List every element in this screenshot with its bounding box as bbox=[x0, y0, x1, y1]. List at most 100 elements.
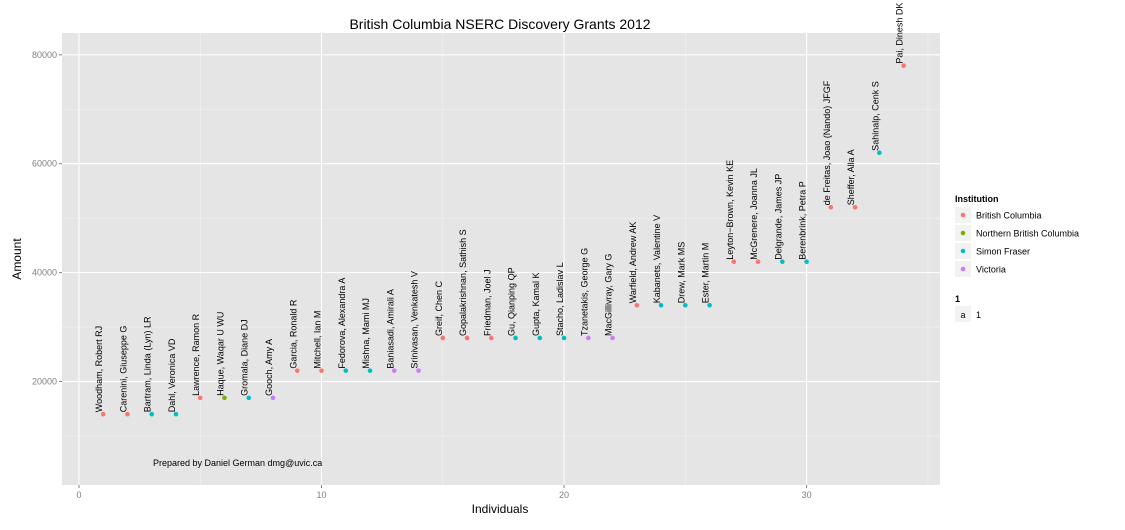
point-label: Tzanetakis, George G bbox=[579, 248, 589, 336]
chart-title: British Columbia NSERC Discovery Grants … bbox=[349, 16, 650, 32]
point-label: Greif, Chen C bbox=[434, 280, 444, 336]
point-label: Srinivasan, Venkatesh V bbox=[410, 271, 420, 369]
x-tick-label: 0 bbox=[76, 490, 81, 500]
y-axis-label: Amount bbox=[10, 238, 24, 280]
point-label: Woodham, Robert RJ bbox=[94, 326, 104, 412]
data-point bbox=[610, 335, 615, 341]
legend-size-key: a bbox=[960, 310, 965, 320]
data-point bbox=[683, 302, 688, 308]
point-label: Carenini, Giuseppe G bbox=[118, 326, 128, 413]
point-label: Mishna, Mami MJ bbox=[361, 298, 371, 369]
x-axis: 0 10 20 30 bbox=[76, 485, 812, 500]
point-label: Sahinalp, Cenk S bbox=[870, 81, 880, 151]
data-point bbox=[488, 335, 494, 341]
data-point bbox=[731, 259, 737, 265]
y-tick-label: 80000 bbox=[32, 50, 57, 60]
point-label: Kabanets, Valentine V bbox=[652, 215, 662, 303]
data-point bbox=[464, 335, 470, 341]
legend-key-point bbox=[960, 266, 966, 272]
point-label: de Freitas, Joao (Nando) JFGF bbox=[822, 80, 832, 205]
data-point bbox=[513, 335, 518, 341]
chart-annotation: Prepared by Daniel German dmg@uvic.ca bbox=[153, 458, 322, 468]
legend-key-point bbox=[960, 230, 966, 236]
y-axis: 20000 40000 60000 80000 bbox=[32, 50, 62, 387]
point-label: Dahl, Veronica VD bbox=[167, 338, 177, 412]
point-label: Gooch, Amy A bbox=[264, 339, 274, 396]
point-label: Haque, Waqar U WU bbox=[216, 312, 226, 396]
data-point bbox=[804, 259, 809, 265]
y-tick-label: 40000 bbox=[32, 268, 57, 278]
point-label: Bartram, Linda (Lyn) LR bbox=[143, 316, 153, 412]
x-tick-label: 20 bbox=[559, 490, 569, 500]
y-tick-label: 20000 bbox=[32, 377, 57, 387]
x-tick-label: 30 bbox=[802, 490, 812, 500]
data-point bbox=[100, 411, 106, 417]
point-label: Warfield, Andrew AK bbox=[628, 222, 638, 304]
point-label: Gopalakrishnan, Sathish S bbox=[458, 229, 468, 336]
legend: Institution British Columbia Northern Bri… bbox=[955, 194, 1079, 322]
data-point bbox=[877, 150, 882, 156]
data-point bbox=[173, 411, 179, 417]
x-axis-label: Individuals bbox=[472, 502, 529, 516]
data-point bbox=[367, 368, 373, 373]
data-point bbox=[246, 395, 252, 401]
data-point bbox=[416, 368, 421, 373]
data-point bbox=[658, 302, 664, 308]
point-label: Berenbrink, Petra P bbox=[798, 181, 808, 260]
data-point bbox=[343, 368, 349, 373]
point-label: Lawrence, Ramon R bbox=[191, 313, 201, 396]
data-point bbox=[707, 302, 712, 308]
point-label: Fedorova, Alexandra A bbox=[337, 278, 347, 369]
data-point bbox=[440, 335, 446, 341]
y-tick-label: 60000 bbox=[32, 159, 57, 169]
data-point bbox=[391, 368, 397, 373]
legend-title: Institution bbox=[955, 194, 999, 204]
point-label: McGrenere, Joanna JL bbox=[749, 168, 759, 260]
data-point bbox=[222, 395, 227, 401]
point-label: Baniasadi, Amirali A bbox=[385, 289, 395, 369]
point-label: Friedman, Joel J bbox=[482, 269, 492, 336]
point-label: Pai, Dinesh DK bbox=[895, 3, 905, 64]
data-point bbox=[149, 411, 155, 417]
point-label: Leyton−Brown, Kevin KE bbox=[725, 160, 735, 260]
point-label: Gupta, Kamal K bbox=[531, 272, 541, 336]
point-labels: Woodham, Robert RJ Carenini, Giuseppe G Ba… bbox=[94, 3, 904, 413]
data-point bbox=[294, 368, 300, 373]
data-point bbox=[755, 259, 761, 265]
point-label: Sheffer, Alla A bbox=[846, 149, 856, 205]
data-points bbox=[100, 63, 906, 417]
point-label: Ester, Martin M bbox=[701, 243, 711, 304]
point-label: Mitchell, Ian M bbox=[313, 311, 323, 369]
legend-key-point bbox=[960, 248, 966, 254]
legend-entry-label: British Columbia bbox=[976, 211, 1042, 221]
legend-size-key-box bbox=[955, 306, 971, 322]
point-label: Gromala, Diane DJ bbox=[240, 319, 250, 396]
point-label: Garcia, Ronald R bbox=[288, 299, 298, 369]
data-point bbox=[901, 63, 906, 68]
plot-panel bbox=[62, 33, 940, 485]
data-point bbox=[125, 411, 130, 417]
data-point bbox=[270, 395, 276, 401]
gridlines bbox=[62, 33, 940, 485]
data-point bbox=[780, 259, 785, 265]
data-point bbox=[586, 335, 591, 341]
legend-entry-label: Victoria bbox=[976, 265, 1006, 275]
legend-size-label: 1 bbox=[976, 310, 981, 320]
data-point bbox=[197, 395, 203, 401]
point-label: MacGillivray, Gary G bbox=[604, 254, 614, 336]
legend-key-point bbox=[960, 212, 966, 218]
x-tick-label: 10 bbox=[317, 490, 327, 500]
data-point bbox=[852, 204, 858, 210]
data-point bbox=[537, 335, 543, 341]
data-point bbox=[828, 204, 834, 210]
legend-entry-label: Northern British Columbia bbox=[976, 229, 1079, 239]
point-label: Gu, Qianping QP bbox=[507, 267, 517, 336]
point-label: Drew, Mark MS bbox=[676, 242, 686, 304]
legend-entry-label: Simon Fraser bbox=[976, 247, 1030, 257]
legend-size-title: 1 bbox=[955, 294, 960, 304]
point-label: Delgrande, James JP bbox=[773, 174, 783, 260]
data-point bbox=[319, 368, 324, 373]
point-label: Stacho, Ladislav L bbox=[555, 262, 565, 336]
